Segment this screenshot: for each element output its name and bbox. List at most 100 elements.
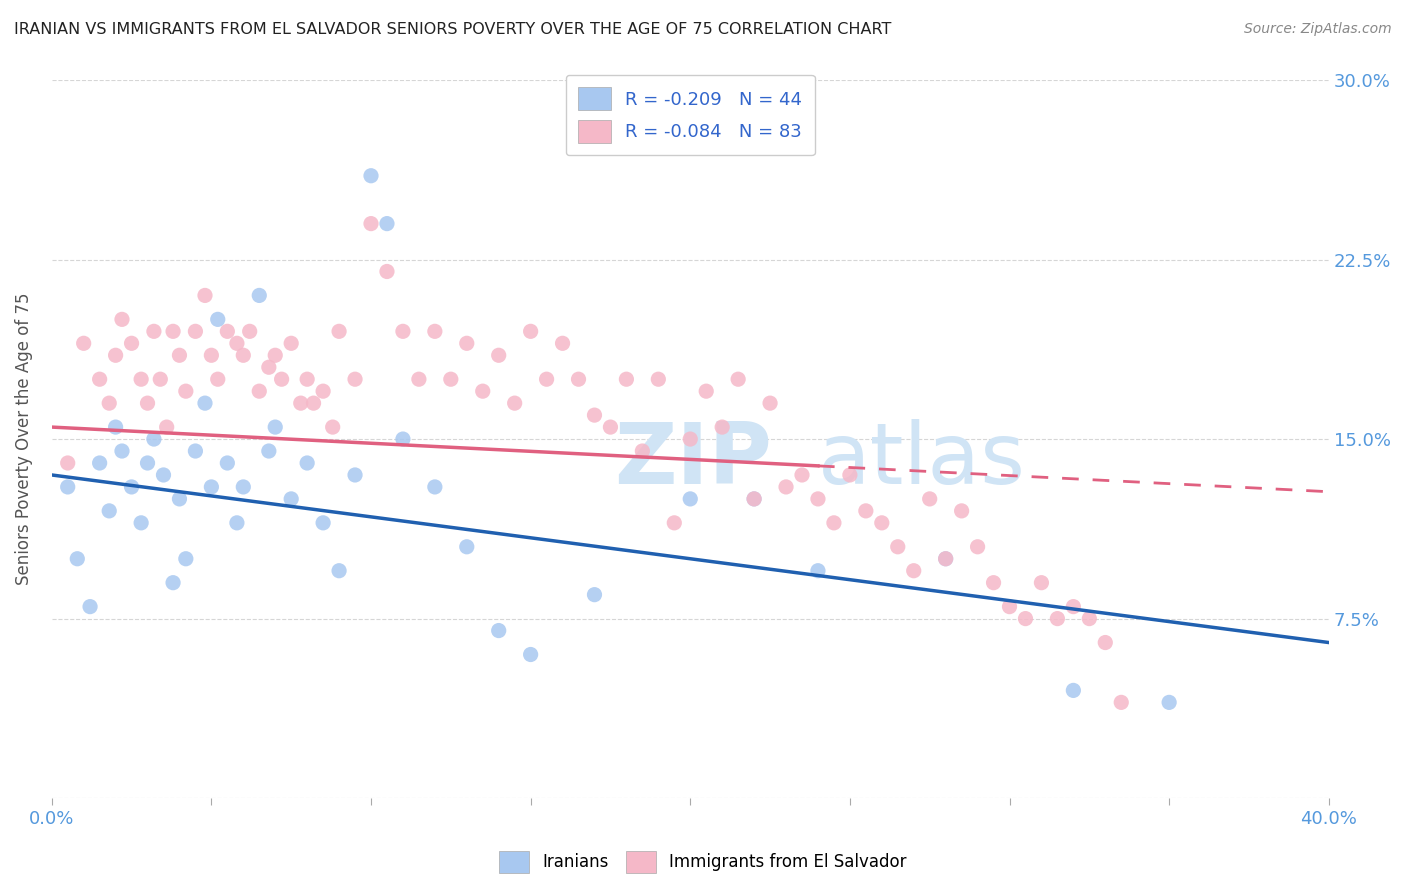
- Point: [121, 336, 143, 351]
- Point: [104, 348, 127, 362]
- Point: [56, 480, 79, 494]
- Point: [328, 564, 350, 578]
- Point: [966, 540, 988, 554]
- Point: [567, 372, 589, 386]
- Point: [239, 324, 262, 338]
- Point: [807, 491, 830, 506]
- Point: [142, 432, 165, 446]
- Point: [295, 456, 318, 470]
- Point: [408, 372, 430, 386]
- Point: [1062, 683, 1084, 698]
- Point: [1014, 611, 1036, 625]
- Point: [312, 384, 335, 399]
- Point: [79, 599, 101, 614]
- Text: Source: ZipAtlas.com: Source: ZipAtlas.com: [1244, 22, 1392, 37]
- Point: [280, 491, 302, 506]
- Point: [328, 324, 350, 338]
- Point: [664, 516, 686, 530]
- Point: [174, 384, 197, 399]
- Point: [855, 504, 877, 518]
- Point: [129, 516, 152, 530]
- Point: [257, 360, 280, 375]
- Legend: Iranians, Immigrants from El Salvador: Iranians, Immigrants from El Salvador: [492, 845, 914, 880]
- Point: [217, 456, 239, 470]
- Point: [503, 396, 526, 410]
- Point: [1078, 611, 1101, 625]
- Point: [727, 372, 749, 386]
- Point: [935, 551, 957, 566]
- Point: [423, 324, 446, 338]
- Point: [184, 324, 207, 338]
- Point: [1046, 611, 1069, 625]
- Point: [136, 396, 159, 410]
- Point: [270, 372, 292, 386]
- Point: [583, 588, 606, 602]
- Point: [360, 217, 382, 231]
- Point: [136, 456, 159, 470]
- Point: [344, 467, 367, 482]
- Point: [89, 372, 111, 386]
- Point: [302, 396, 325, 410]
- Point: [169, 491, 191, 506]
- Point: [599, 420, 621, 434]
- Point: [519, 648, 541, 662]
- Point: [264, 420, 287, 434]
- Point: [98, 504, 121, 518]
- Point: [280, 336, 302, 351]
- Point: [903, 564, 925, 578]
- Point: [375, 217, 398, 231]
- Point: [360, 169, 382, 183]
- Point: [194, 288, 217, 302]
- Point: [1031, 575, 1053, 590]
- Point: [142, 324, 165, 338]
- Point: [392, 324, 415, 338]
- Point: [583, 408, 606, 422]
- Point: [162, 324, 184, 338]
- Point: [775, 480, 797, 494]
- Point: [679, 491, 702, 506]
- Point: [742, 491, 765, 506]
- Point: [152, 467, 174, 482]
- Point: [423, 480, 446, 494]
- Point: [290, 396, 312, 410]
- Point: [870, 516, 893, 530]
- Point: [156, 420, 179, 434]
- Point: [711, 420, 734, 434]
- Point: [312, 516, 335, 530]
- Point: [392, 432, 415, 446]
- Point: [169, 348, 191, 362]
- Point: [89, 456, 111, 470]
- Point: [98, 396, 121, 410]
- Text: IRANIAN VS IMMIGRANTS FROM EL SALVADOR SENIORS POVERTY OVER THE AGE OF 75 CORREL: IRANIAN VS IMMIGRANTS FROM EL SALVADOR S…: [14, 22, 891, 37]
- Point: [1062, 599, 1084, 614]
- Point: [918, 491, 941, 506]
- Point: [207, 312, 229, 326]
- Point: [232, 348, 254, 362]
- Point: [207, 372, 229, 386]
- Text: atlas: atlas: [818, 419, 1026, 502]
- Point: [264, 348, 287, 362]
- Point: [488, 348, 510, 362]
- Point: [551, 336, 574, 351]
- Point: [519, 324, 541, 338]
- Point: [344, 372, 367, 386]
- Point: [616, 372, 638, 386]
- Point: [111, 444, 134, 458]
- Legend: R = -0.209   N = 44, R = -0.084   N = 83: R = -0.209 N = 44, R = -0.084 N = 83: [565, 75, 815, 155]
- Point: [488, 624, 510, 638]
- Point: [1159, 695, 1181, 709]
- Point: [247, 384, 270, 399]
- Point: [104, 420, 127, 434]
- Point: [695, 384, 717, 399]
- Point: [1094, 635, 1116, 649]
- Point: [66, 551, 89, 566]
- Point: [247, 288, 270, 302]
- Point: [647, 372, 669, 386]
- Point: [111, 312, 134, 326]
- Point: [456, 540, 478, 554]
- Point: [759, 396, 782, 410]
- Point: [226, 516, 249, 530]
- Point: [295, 372, 318, 386]
- Point: [200, 348, 222, 362]
- Point: [536, 372, 558, 386]
